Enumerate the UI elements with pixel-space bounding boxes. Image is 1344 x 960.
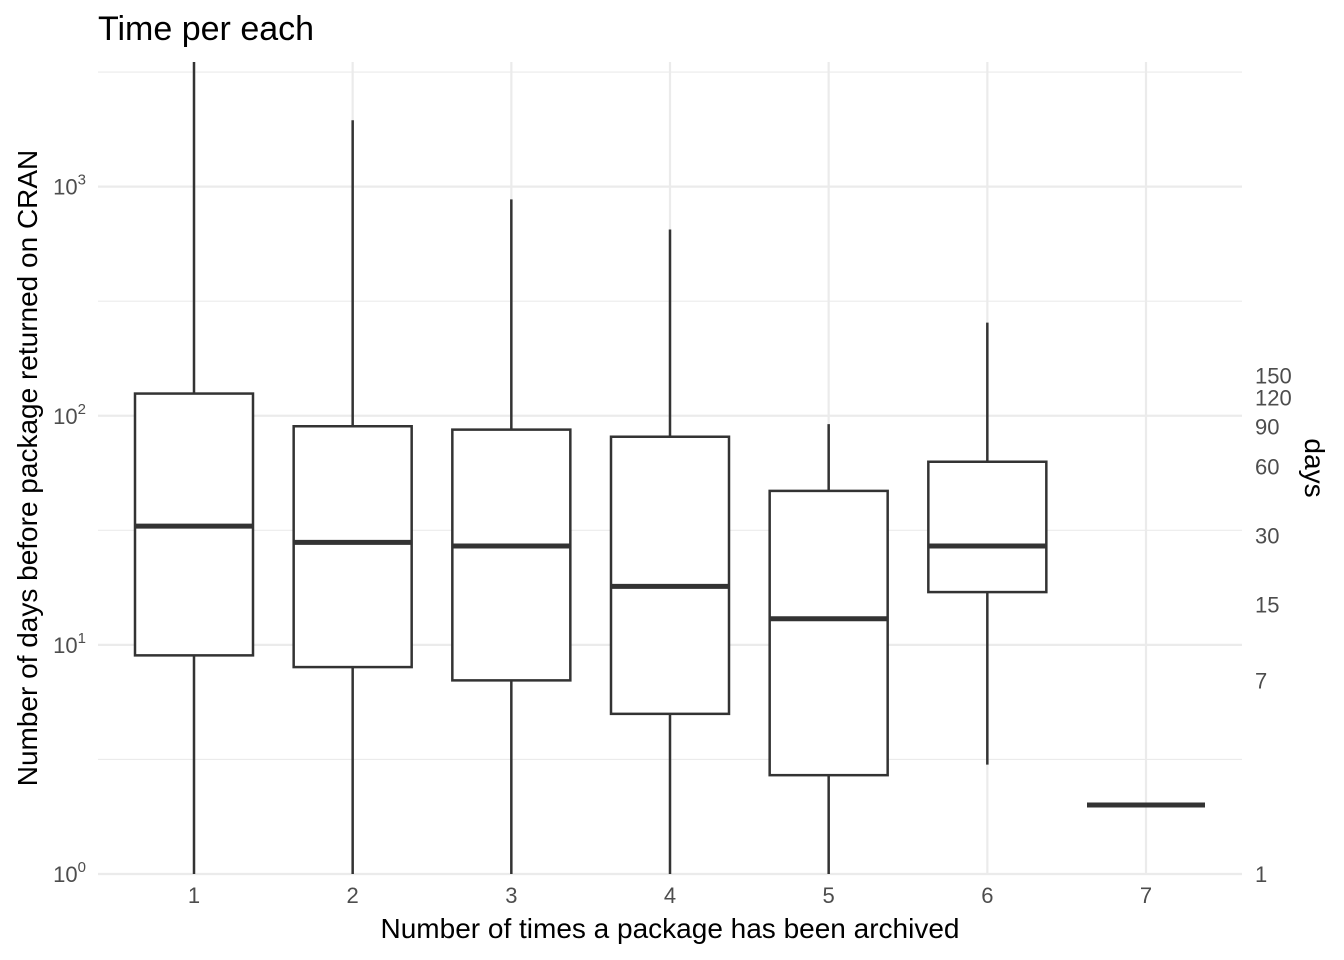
- x-tick-label: 6: [981, 883, 993, 908]
- boxplot-6: [927, 322, 1048, 765]
- box-iqr: [927, 460, 1048, 594]
- x-axis-title: Number of times a package has been archi…: [381, 913, 960, 944]
- secondary-y-tick-label: 7: [1255, 668, 1267, 693]
- x-tick-label: 4: [664, 883, 676, 908]
- y-tick-label: 101: [53, 630, 86, 658]
- secondary-y-tick-label: 60: [1255, 455, 1279, 480]
- boxplot-1: [133, 62, 255, 874]
- y-tick-label: 102: [53, 401, 86, 429]
- box-iqr: [609, 435, 731, 716]
- boxes: [133, 62, 1205, 874]
- secondary-y-tick-label: 1: [1255, 862, 1267, 887]
- box-iqr: [451, 428, 572, 682]
- secondary-y-tick-label: 90: [1255, 414, 1279, 439]
- secondary-y-tick-label: 120: [1255, 386, 1292, 411]
- secondary-y-axis-title: days: [1299, 438, 1330, 497]
- y-axis-title: Number of days before package returned o…: [12, 150, 43, 787]
- x-tick-label: 1: [188, 883, 200, 908]
- y-axis-ticks: 100 101 102 103: [53, 172, 86, 887]
- boxplot-3: [451, 199, 572, 874]
- secondary-y-tick-label: 30: [1255, 524, 1279, 549]
- x-tick-label: 7: [1140, 883, 1152, 908]
- boxplot-2: [292, 120, 413, 874]
- box-iqr: [292, 425, 413, 669]
- x-axis-ticks: 1 2 3 4 5 6 7: [188, 883, 1152, 908]
- y-tick-label: 103: [53, 172, 86, 200]
- x-tick-label: 3: [505, 883, 517, 908]
- secondary-y-tick-label: 15: [1255, 593, 1279, 618]
- chart-title: Time per each: [98, 10, 314, 48]
- boxplot-5: [768, 424, 889, 874]
- y-tick-label: 100: [53, 859, 86, 887]
- x-tick-label: 2: [347, 883, 359, 908]
- secondary-y-tick-label: 150: [1255, 363, 1292, 388]
- x-tick-label: 5: [823, 883, 835, 908]
- box-iqr: [768, 489, 889, 777]
- boxplot-4: [609, 229, 731, 874]
